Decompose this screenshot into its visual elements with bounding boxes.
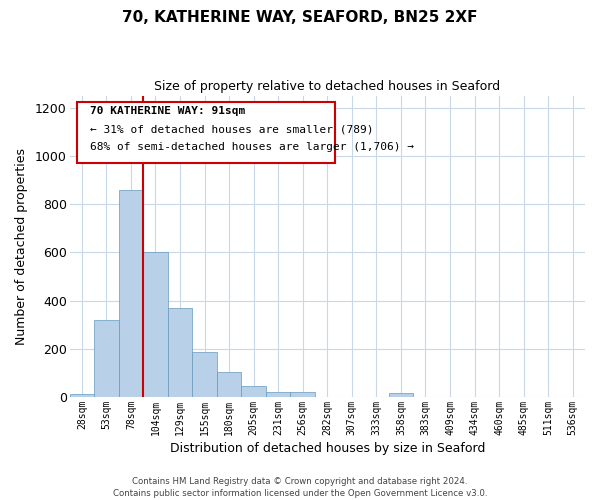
Bar bbox=[168, 308, 193, 397]
FancyBboxPatch shape bbox=[77, 102, 335, 164]
Bar bbox=[217, 372, 241, 397]
Text: Contains HM Land Registry data © Crown copyright and database right 2024.
Contai: Contains HM Land Registry data © Crown c… bbox=[113, 476, 487, 498]
Bar bbox=[241, 386, 266, 397]
Text: 70 KATHERINE WAY: 91sqm: 70 KATHERINE WAY: 91sqm bbox=[90, 106, 245, 116]
Bar bbox=[389, 394, 413, 397]
Bar bbox=[193, 352, 217, 397]
Text: 68% of semi-detached houses are larger (1,706) →: 68% of semi-detached houses are larger (… bbox=[90, 142, 414, 152]
Bar bbox=[266, 392, 290, 397]
Text: ← 31% of detached houses are smaller (789): ← 31% of detached houses are smaller (78… bbox=[90, 124, 374, 134]
Bar bbox=[119, 190, 143, 397]
Bar bbox=[70, 394, 94, 397]
Bar bbox=[290, 392, 315, 397]
X-axis label: Distribution of detached houses by size in Seaford: Distribution of detached houses by size … bbox=[170, 442, 485, 455]
Bar bbox=[143, 252, 168, 397]
Title: Size of property relative to detached houses in Seaford: Size of property relative to detached ho… bbox=[154, 80, 500, 93]
Text: 70, KATHERINE WAY, SEAFORD, BN25 2XF: 70, KATHERINE WAY, SEAFORD, BN25 2XF bbox=[122, 10, 478, 25]
Bar bbox=[94, 320, 119, 397]
Y-axis label: Number of detached properties: Number of detached properties bbox=[15, 148, 28, 345]
